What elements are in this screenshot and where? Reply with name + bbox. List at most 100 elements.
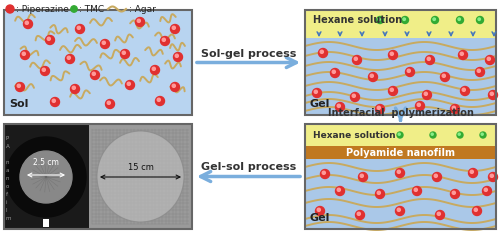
Circle shape — [486, 55, 494, 64]
Circle shape — [90, 70, 100, 79]
Circle shape — [50, 97, 59, 106]
Circle shape — [426, 55, 434, 64]
Circle shape — [462, 88, 466, 91]
Circle shape — [450, 190, 460, 199]
Circle shape — [417, 103, 420, 106]
Circle shape — [320, 169, 330, 178]
Circle shape — [442, 74, 446, 77]
FancyBboxPatch shape — [4, 10, 192, 115]
Circle shape — [432, 173, 442, 182]
Circle shape — [430, 132, 436, 138]
Text: Polyamide nanofilm: Polyamide nanofilm — [346, 148, 455, 158]
Circle shape — [174, 53, 182, 61]
Text: Sol: Sol — [9, 99, 29, 109]
Circle shape — [376, 17, 384, 23]
Circle shape — [427, 57, 430, 60]
Circle shape — [450, 105, 460, 114]
Circle shape — [458, 133, 460, 135]
Circle shape — [122, 51, 126, 54]
Circle shape — [406, 68, 414, 77]
Circle shape — [390, 52, 394, 55]
Circle shape — [72, 86, 76, 89]
Circle shape — [398, 133, 400, 135]
Circle shape — [317, 208, 320, 211]
Circle shape — [476, 68, 484, 77]
Circle shape — [350, 92, 360, 101]
Circle shape — [157, 98, 160, 101]
Circle shape — [378, 18, 380, 20]
Circle shape — [16, 82, 24, 91]
Circle shape — [336, 102, 344, 111]
FancyBboxPatch shape — [43, 219, 49, 227]
Circle shape — [476, 17, 484, 23]
Circle shape — [377, 106, 380, 109]
Circle shape — [460, 87, 469, 96]
Circle shape — [472, 206, 482, 215]
Text: Sol-gel process: Sol-gel process — [201, 49, 296, 59]
Circle shape — [67, 56, 70, 59]
Text: f: f — [6, 192, 8, 197]
Text: : Agar: : Agar — [129, 5, 156, 14]
Circle shape — [6, 137, 86, 217]
Circle shape — [433, 18, 436, 20]
Text: Gel: Gel — [310, 99, 330, 109]
Circle shape — [17, 84, 20, 87]
Circle shape — [481, 133, 483, 135]
Circle shape — [452, 191, 456, 194]
Circle shape — [488, 91, 498, 100]
Text: l: l — [6, 209, 8, 214]
Circle shape — [431, 133, 433, 135]
Circle shape — [25, 21, 28, 24]
Circle shape — [432, 17, 438, 23]
Circle shape — [162, 38, 166, 41]
Circle shape — [102, 41, 106, 44]
Circle shape — [482, 187, 492, 196]
Circle shape — [170, 82, 179, 91]
Circle shape — [175, 54, 178, 57]
Circle shape — [6, 5, 14, 13]
Circle shape — [480, 132, 486, 138]
Text: Hexane solution: Hexane solution — [313, 131, 396, 140]
Circle shape — [484, 188, 488, 191]
Text: A: A — [6, 145, 10, 150]
Text: : TMC: : TMC — [79, 5, 104, 14]
Circle shape — [437, 212, 440, 215]
FancyBboxPatch shape — [305, 159, 496, 229]
Circle shape — [316, 206, 324, 215]
FancyBboxPatch shape — [305, 146, 496, 159]
Circle shape — [77, 26, 80, 29]
Circle shape — [396, 206, 404, 215]
Text: a: a — [6, 169, 10, 173]
Circle shape — [137, 19, 140, 22]
Circle shape — [416, 101, 424, 110]
Circle shape — [76, 24, 84, 33]
Circle shape — [460, 52, 464, 55]
Text: o: o — [6, 184, 10, 190]
Circle shape — [20, 151, 72, 203]
Circle shape — [22, 52, 26, 55]
Circle shape — [414, 188, 418, 191]
Circle shape — [390, 88, 394, 91]
Circle shape — [436, 210, 444, 219]
Circle shape — [370, 74, 374, 77]
Circle shape — [352, 55, 362, 64]
Text: 15 cm: 15 cm — [128, 163, 154, 172]
Circle shape — [40, 67, 50, 76]
Circle shape — [397, 132, 403, 138]
Circle shape — [368, 73, 378, 82]
Circle shape — [470, 170, 474, 173]
FancyBboxPatch shape — [305, 124, 496, 146]
Circle shape — [100, 40, 110, 49]
Circle shape — [20, 50, 30, 59]
Circle shape — [457, 132, 463, 138]
Circle shape — [376, 190, 384, 199]
Circle shape — [314, 90, 318, 93]
Circle shape — [487, 57, 490, 60]
Circle shape — [46, 36, 54, 45]
Text: : Piperazine: : Piperazine — [16, 5, 69, 14]
Circle shape — [24, 19, 32, 28]
Text: 2.5 cm: 2.5 cm — [33, 158, 59, 167]
Circle shape — [356, 210, 364, 219]
Circle shape — [172, 26, 176, 29]
Circle shape — [52, 99, 56, 102]
